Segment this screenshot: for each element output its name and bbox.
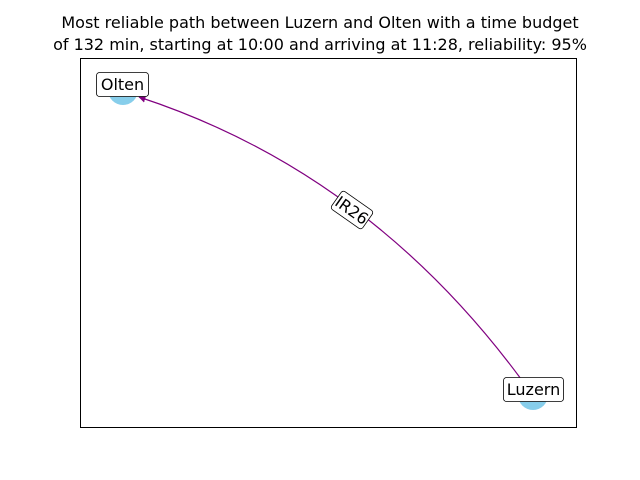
node-label-luzern-box: Luzern bbox=[503, 377, 564, 402]
node-label-olten-box: Olten bbox=[96, 72, 149, 97]
title-line-1: Most reliable path between Luzern and Ol… bbox=[61, 13, 579, 32]
figure-title: Most reliable path between Luzern and Ol… bbox=[0, 12, 640, 56]
plot-frame bbox=[80, 58, 577, 428]
edge-luzern-olten bbox=[138, 95, 522, 380]
node-label-olten: Olten bbox=[101, 75, 144, 94]
edge-label-box: IR26 bbox=[330, 190, 374, 230]
title-line-2: of 132 min, starting at 10:00 and arrivi… bbox=[53, 35, 587, 54]
node-label-luzern: Luzern bbox=[507, 380, 560, 399]
